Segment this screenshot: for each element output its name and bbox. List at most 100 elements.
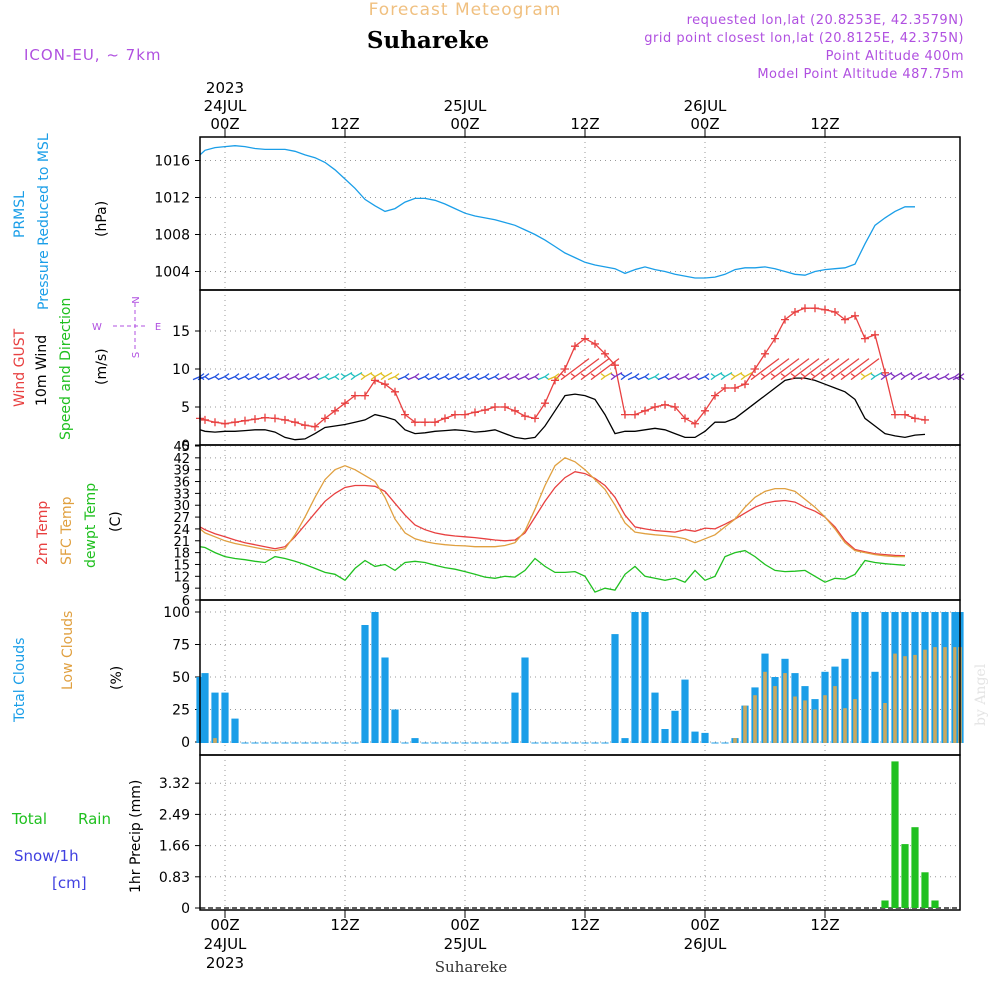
wind-direction-arrow <box>864 372 873 378</box>
gust-marker <box>901 410 909 419</box>
wind-arrow-head <box>494 373 500 381</box>
compass-w: W <box>92 322 102 333</box>
wind-arrow-head <box>370 373 376 381</box>
compass-icon: N S W E <box>92 296 161 358</box>
wind-arrow-head <box>560 373 566 381</box>
wind-direction-arrow <box>237 376 246 381</box>
wind-direction-arrow <box>614 372 623 378</box>
gust-marker <box>791 308 799 316</box>
cloud-low-bar <box>803 700 807 743</box>
cloud-total-bar <box>671 710 679 743</box>
series-line-10m-wind <box>199 377 926 441</box>
gust-marker <box>681 414 689 423</box>
wind-direction-arrow <box>604 372 613 378</box>
wind-arrow-head <box>580 373 586 381</box>
y-tick-label: 27 <box>173 511 190 526</box>
temp-sfc-label: SFC Temp <box>59 496 75 565</box>
gust-marker <box>351 391 359 400</box>
wind-direction-arrow <box>374 372 383 378</box>
gust-marker <box>491 403 499 411</box>
gust-marker <box>321 414 329 423</box>
watermark: by Angel <box>973 663 989 726</box>
cloud-total-bar <box>371 612 379 743</box>
wind-direction-arrow <box>677 376 686 381</box>
gust-marker <box>521 412 529 421</box>
y-tick-label: 42 <box>173 452 190 467</box>
precip-bar <box>911 827 919 908</box>
gust-marker <box>751 365 759 373</box>
cloud-low-bar <box>733 738 737 743</box>
gust-marker <box>601 349 609 358</box>
wind-direction-arrow <box>277 376 286 381</box>
gust-marker <box>471 408 479 417</box>
gust-marker <box>851 311 859 320</box>
wind-dir-label: Speed and Direction <box>58 298 74 440</box>
cloud-total-bar <box>631 612 639 743</box>
precip-bar <box>901 844 909 908</box>
precip-rain-label: Rain <box>78 810 111 828</box>
time-tick-label: 26JUL <box>684 935 727 953</box>
wind-arrow-head <box>770 373 776 381</box>
location-title: Suhareke <box>367 27 489 54</box>
gust-marker <box>691 419 699 428</box>
time-tick-label: 25JUL <box>444 935 487 953</box>
cloud-low-bar <box>933 647 937 743</box>
time-tick-label: 00Z <box>690 916 719 934</box>
gust-marker <box>501 403 509 411</box>
wind-arrow-head <box>634 373 640 381</box>
y-tick-label: 12 <box>173 570 190 585</box>
gust-marker <box>701 406 709 415</box>
compass-s: S <box>131 352 142 358</box>
gust-marker <box>811 304 819 313</box>
y-tick-label: 1.66 <box>159 839 190 855</box>
grid-point-coords: grid point closest lon,lat (20.8125E, 42… <box>644 31 964 46</box>
gust-marker <box>411 418 419 427</box>
y-tick-label: 36 <box>173 476 190 491</box>
y-tick-label: 15 <box>172 324 190 340</box>
wind-arrow-head <box>274 373 280 381</box>
wind-arrow-head <box>380 373 386 381</box>
clouds-total-label: Total Clouds <box>12 638 28 723</box>
y-tick-label: 24 <box>173 523 190 538</box>
wind-direction-arrow <box>794 358 820 378</box>
wind-arrow-head <box>570 373 576 381</box>
wind-arrow-head <box>620 373 626 381</box>
wind-unit: (m/s) <box>94 348 110 385</box>
cloud-low-bar <box>213 738 217 743</box>
y-tick-label: 0.83 <box>159 870 190 886</box>
gust-marker <box>201 415 209 424</box>
time-tick-label: 00Z <box>210 916 239 934</box>
wind-arrow-head <box>444 373 450 381</box>
wind-arrow-head <box>890 373 896 381</box>
wind-direction-arrow <box>447 376 456 381</box>
wind-direction-arrow <box>952 376 961 381</box>
precip-bar <box>881 900 889 908</box>
model-altitude: Model Point Altitude 487.75m <box>757 67 964 82</box>
wind-direction-arrow <box>537 376 546 381</box>
wind-direction-arrow <box>624 372 633 378</box>
cloud-total-bar <box>641 612 649 743</box>
precip-snow-label: Snow/1h <box>14 847 79 865</box>
wind-direction-arrow <box>354 372 363 378</box>
y-tick-label: 3.32 <box>159 776 190 792</box>
gust-marker <box>841 315 849 324</box>
y-tick-label: 1012 <box>154 191 190 207</box>
wind-label: 10m Wind <box>34 335 50 406</box>
gust-marker <box>541 399 549 408</box>
series-line-sfc-temp <box>199 457 905 558</box>
footer-location: Suhareke <box>435 958 508 976</box>
gust-marker <box>671 403 679 411</box>
wind-arrow-head <box>924 373 930 381</box>
precip-unit: 1hr Precip (mm) <box>128 780 144 893</box>
y-tick-label: 0 <box>181 901 190 917</box>
gust-marker <box>741 380 749 389</box>
clouds-low-label: Low Clouds <box>60 611 76 690</box>
y-tick-label: 100 <box>163 605 190 621</box>
wind-direction-arrow <box>854 358 880 378</box>
cloud-low-bar <box>843 708 847 743</box>
wind-direction-arrow <box>744 372 753 378</box>
gust-marker <box>581 334 589 343</box>
wind-arrow-head <box>404 373 410 381</box>
